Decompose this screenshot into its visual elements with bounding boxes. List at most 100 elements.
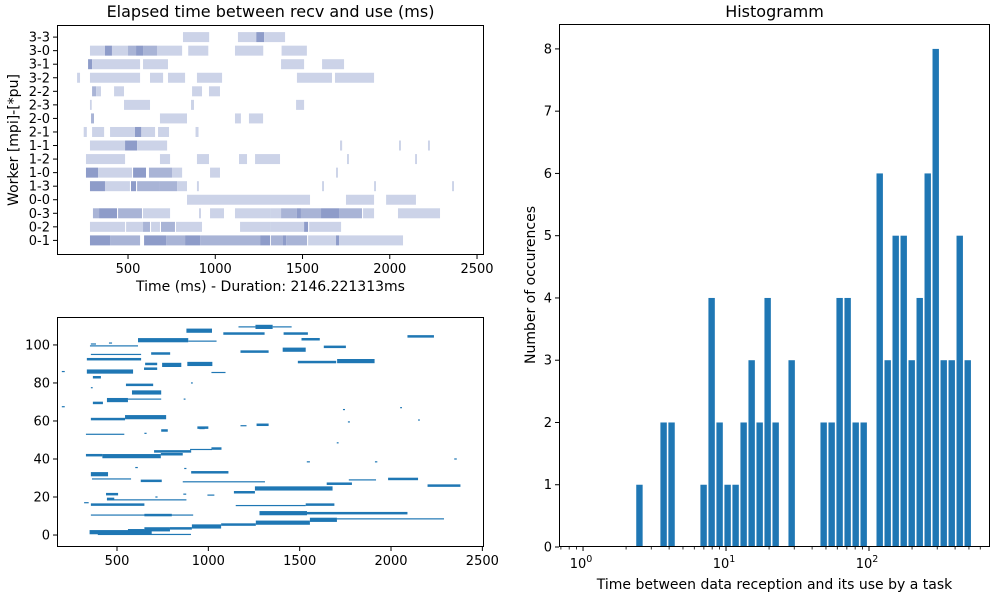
histogram-y-tick-label: 7 <box>544 105 552 120</box>
histogram-bar <box>844 297 851 547</box>
task-segment <box>182 481 265 483</box>
task-segment <box>144 527 170 532</box>
histogram-x-tick-label: 101 <box>713 554 736 572</box>
gantt-bar-0-1 <box>336 235 339 246</box>
gantt-bar-2-3 <box>191 99 194 110</box>
task-segment <box>326 482 352 485</box>
task-segment <box>309 517 337 522</box>
task-segment <box>183 398 186 400</box>
gantt-bar-1-3 <box>159 181 178 192</box>
gantt-bar-3-2 <box>296 72 333 83</box>
task-segment <box>388 477 419 481</box>
gantt-bar-3-3 <box>182 32 210 43</box>
gantt-bar-0-3 <box>92 208 100 219</box>
gantt-bar-1-0 <box>98 167 133 178</box>
segments-x-tick-label: 2500 <box>466 554 499 569</box>
histogram-bar <box>908 360 915 547</box>
histogram-title: Histogramm <box>725 2 824 21</box>
histogram-bar <box>932 48 939 548</box>
gantt-y-tick-label: 2-0 <box>29 112 50 127</box>
gantt-bar-1-1 <box>399 140 401 151</box>
task-segment <box>92 376 101 379</box>
task-segment <box>336 442 339 444</box>
gantt-bar-0-3 <box>296 208 301 219</box>
task-segment <box>233 491 255 494</box>
task-segment <box>91 478 132 480</box>
task-segment <box>138 338 189 343</box>
gantt-x-tick-label: 1000 <box>199 262 232 277</box>
gantt-bar-0-3 <box>281 208 297 219</box>
gantt-bar-1-0 <box>148 167 172 178</box>
task-segment <box>169 527 192 530</box>
gantt-bar-0-0 <box>386 194 416 205</box>
gantt-bar-1-1 <box>89 140 126 151</box>
gantt-bar-2-1 <box>83 126 87 137</box>
task-segment <box>211 447 222 450</box>
segments-y-tick-label: 100 <box>25 338 50 353</box>
task-segment <box>400 407 402 409</box>
gantt-bar-2-1 <box>92 126 105 137</box>
histogram-y-tick-label: 1 <box>544 478 552 493</box>
histogram-y-tick-label: 3 <box>544 354 552 369</box>
gantt-x-tick-label: 2500 <box>460 262 493 277</box>
gantt-bar-0-3 <box>210 208 224 219</box>
gantt-bar-1-0 <box>85 167 99 178</box>
histogram-y-tick-label: 6 <box>544 167 552 182</box>
gantt-bar-3-3 <box>237 32 257 43</box>
gantt-bar-3-2 <box>334 72 375 83</box>
task-segment <box>197 426 209 429</box>
gantt-spines <box>57 25 484 255</box>
histogram-bar <box>828 422 835 547</box>
task-segment <box>427 484 461 487</box>
gantt-bar-1-2 <box>239 154 248 165</box>
gantt-bar-2-2 <box>92 86 97 97</box>
task-segment <box>323 345 346 349</box>
task-segment <box>90 417 126 421</box>
histogram-bar <box>740 422 747 547</box>
task-segment <box>454 458 457 460</box>
task-segment <box>235 504 306 507</box>
gantt-x-tick-label: 1500 <box>286 262 319 277</box>
task-segment <box>90 514 194 516</box>
gantt-bar-2-3 <box>89 99 92 110</box>
histogram-bar <box>668 422 675 547</box>
gantt-bar-0-1 <box>185 235 201 246</box>
gantt-bar-3-1 <box>143 59 168 70</box>
gantt-y-tick-label: 0-0 <box>29 193 50 208</box>
gantt-x-tick-label: 500 <box>116 262 141 277</box>
gantt-bar-3-1 <box>88 59 93 70</box>
gantt-bar-2-0 <box>159 113 188 124</box>
histogram-y-tick-label: 0 <box>544 541 552 556</box>
histogram-bar <box>732 484 739 547</box>
task-segment <box>207 494 215 496</box>
task-segment <box>106 497 115 501</box>
gantt-bar-1-3 <box>196 181 199 192</box>
gantt-bar-1-2 <box>415 154 417 165</box>
task-segment <box>90 343 96 345</box>
gantt-bar-3-1 <box>281 59 305 70</box>
histogram-y-tick-label: 4 <box>544 291 552 306</box>
task-segment <box>89 530 152 535</box>
task-segment <box>190 448 212 451</box>
task-segment <box>154 450 192 453</box>
task-segment <box>301 337 320 341</box>
task-segment <box>342 408 345 411</box>
task-segment <box>223 332 265 335</box>
gantt-ylabel: Worker [mpi]-[*pu] <box>6 74 22 206</box>
gantt-bar-3-0 <box>156 45 183 56</box>
histogram-x-tick-label: 102 <box>856 554 879 572</box>
histogram-y-tick-label: 5 <box>544 229 552 244</box>
histogram-bar <box>916 297 923 547</box>
task-segment <box>144 513 172 517</box>
gantt-bar-1-1 <box>340 140 343 151</box>
gantt-bar-0-3 <box>338 208 363 219</box>
gantt-bar-0-1 <box>144 235 167 246</box>
gantt-bar-3-0 <box>111 45 129 56</box>
histogram-bar <box>852 422 859 547</box>
histogram-bar <box>876 173 883 547</box>
gantt-bar-1-3 <box>130 181 137 192</box>
gantt-bar-3-3 <box>264 32 286 43</box>
task-segment <box>86 369 134 374</box>
gantt-x-tick-label: 2000 <box>373 262 406 277</box>
task-segment <box>90 353 142 356</box>
